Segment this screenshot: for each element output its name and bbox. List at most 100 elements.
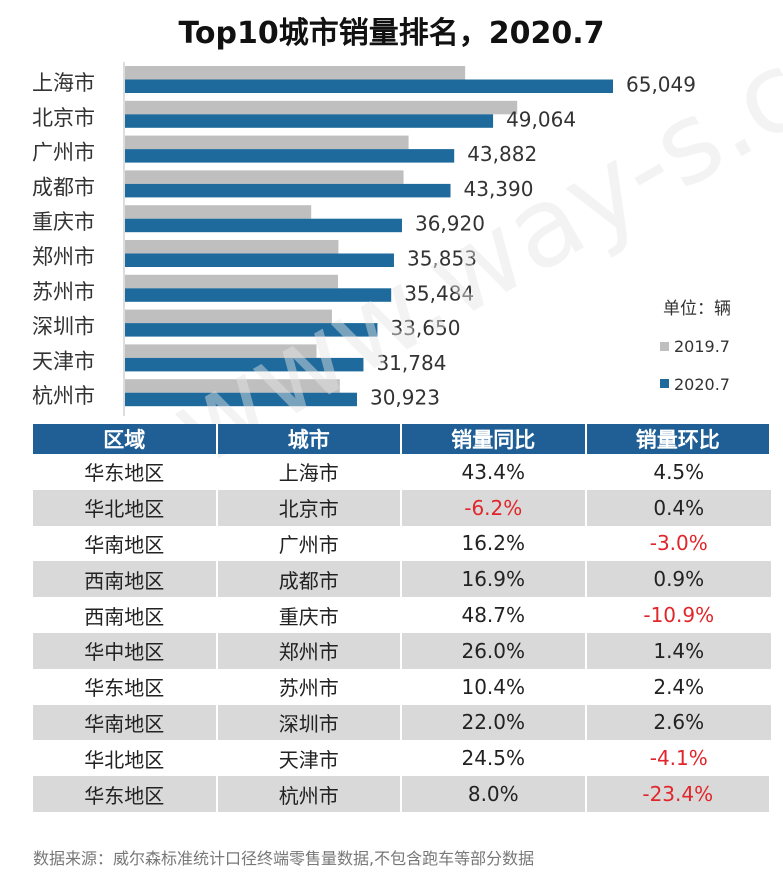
table-row: 华南地区 深圳市 22.0% 2.6% [33,704,771,741]
bar-2019 [125,66,466,80]
category-label: 天津市 [32,349,95,373]
cell-yoy: 16.2% [402,525,587,562]
chart-legend: 单位：辆 2019.7 2020.7 [660,299,731,394]
data-label: 43,882 [467,142,537,166]
bar-2020 [125,79,613,93]
table-row: 华北地区 天津市 24.5% -4.1% [33,740,771,777]
category-label: 北京市 [32,106,95,130]
cell-mom: -23.4% [586,776,771,812]
category-label: 广州市 [32,141,95,165]
table-row: 华南地区 广州市 16.2% -3.0% [33,525,771,562]
cell-region: 西南地区 [33,561,218,598]
cell-city: 深圳市 [217,704,402,741]
cell-region: 华南地区 [33,704,218,741]
bar-2019 [125,170,404,184]
cell-region: 华北地区 [33,740,218,777]
cell-mom: 0.9% [586,561,771,598]
category-label: 苏州市 [32,280,95,304]
bar-2020 [125,392,357,407]
cell-yoy: 10.4% [402,668,587,705]
unit-label: 单位：辆 [663,299,731,319]
table-row: 华东地区 杭州市 8.0% -23.4% [33,776,771,812]
data-label: 65,049 [626,73,696,97]
cell-yoy: 48.7% [402,597,587,633]
data-label: 36,920 [415,212,485,236]
cell-yoy: 22.0% [402,704,587,741]
bar-2019 [125,135,409,150]
cell-city: 杭州市 [217,776,402,812]
data-label: 33,650 [390,316,460,340]
category-label: 重庆市 [32,210,95,234]
cell-city: 重庆市 [218,597,402,633]
category-label: 深圳市 [32,315,95,339]
data-label: 31,784 [376,351,446,375]
table-row: 华东地区 苏州市 10.4% 2.4% [33,668,771,705]
header-yoy: 销量同比 [402,424,587,454]
bar-2020 [125,183,451,198]
bar-2019 [125,240,339,254]
bar-2019 [125,100,518,115]
cell-yoy: 16.9% [402,561,587,598]
category-label: 郑州市 [32,245,95,269]
bar-2020 [125,149,455,163]
cell-city: 上海市 [218,454,402,490]
data-label: 30,923 [370,386,440,410]
data-label: 35,853 [407,247,477,271]
cell-city: 成都市 [217,561,402,598]
bar-2019 [125,205,312,219]
chart-title: Top10城市销量排名，2020.7 [178,16,605,51]
table-row: 华东地区 上海市 43.4% 4.5% [33,454,771,490]
cell-region: 华东地区 [33,454,218,490]
data-label: 35,484 [404,281,474,305]
source-note: 数据来源：威尔森标准统计口径终端零售量数据,不包含跑车等部分数据 [33,849,535,868]
growth-table: 区域 城市 销量同比 销量环比 华东地区 上海市 43.4% 4.5% 华北地区 北京市 -… [33,424,771,812]
cell-region: 华北地区 [33,489,218,526]
bar-2019 [125,309,332,324]
cell-mom: 0.4% [586,489,771,526]
cell-mom: -4.1% [649,746,708,771]
cell-mom: 4.5% [653,459,705,484]
header-region: 区域 [33,424,218,454]
category-label: 成都市 [32,175,95,199]
cell-yoy: -6.2% [402,489,587,526]
cell-region: 华中地区 [33,632,218,669]
cell-region: 华南地区 [33,525,218,562]
cell-city: 苏州市 [218,668,402,705]
legend-label-2019: 2019.7 [674,337,730,356]
cell-yoy: 26.0% [402,632,587,669]
bar-2020 [125,253,394,267]
bar-2020 [125,323,378,337]
header-mom: 销量环比 [586,424,771,454]
cell-city: 郑州市 [217,632,402,669]
bar-2020 [125,114,494,128]
bar-2020 [125,357,364,372]
cell-mom: 1.4% [586,632,771,669]
legend-swatch-2019 [660,342,669,351]
cell-city: 北京市 [217,489,402,526]
legend-label-2020: 2020.7 [674,375,730,394]
cell-city: 广州市 [218,525,402,562]
cell-yoy: 43.4% [402,454,587,490]
cell-mom: 2.6% [586,704,771,741]
header-city: 城市 [217,424,402,454]
cell-yoy: 24.5% [402,740,587,777]
bar-chart: 上海市 65,049 北京市 49,064 广州市 43,882 成都市 43,390 重庆市 3… [32,62,731,416]
bar-2020 [125,218,402,233]
data-label: 43,390 [464,177,534,201]
table-row: 华中地区 郑州市 26.0% 1.4% [33,632,771,669]
bar-2019 [125,344,317,358]
legend-swatch-2020 [660,379,669,388]
data-label: 49,064 [506,107,576,131]
cell-yoy: 8.0% [402,776,587,812]
table-row: 华北地区 北京市 -6.2% 0.4% [33,489,771,526]
cell-mom: -10.9% [643,603,715,628]
category-label: 杭州市 [32,384,95,408]
table-row: 西南地区 重庆市 48.7% -10.9% [33,597,771,633]
cell-mom: -3.0% [649,531,708,556]
cell-region: 华东地区 [33,776,218,812]
category-label: 上海市 [32,71,95,95]
bar-2020 [125,288,392,302]
cell-mom: 2.4% [653,674,705,699]
bar-2019 [125,379,340,393]
cell-region: 西南地区 [33,597,218,633]
